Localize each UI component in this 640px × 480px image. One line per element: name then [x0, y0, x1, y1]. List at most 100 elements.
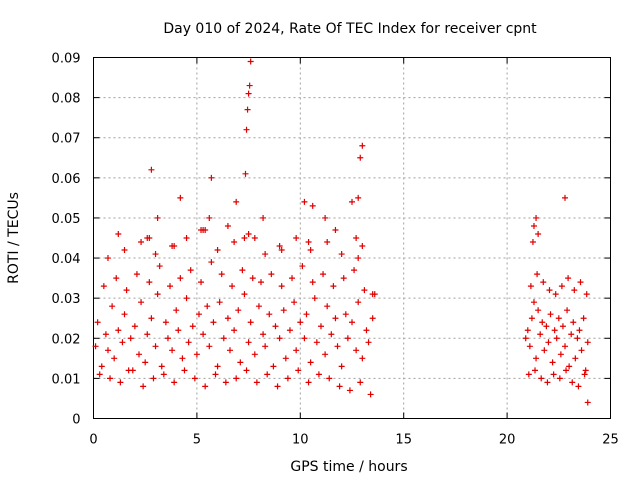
data-point [363, 327, 370, 334]
data-point [191, 375, 198, 382]
data-point [208, 259, 215, 266]
y-axis-tick-labels: 0 0.01 0.02 0.03 0.04 0.05 0.06 0.07 0.08 0.09 [52, 52, 81, 428]
data-point [245, 230, 252, 237]
data-point [353, 347, 360, 354]
data-point [113, 275, 120, 282]
data-point [324, 303, 331, 310]
data-point [562, 194, 569, 201]
data-point [361, 287, 368, 294]
data-point [291, 299, 298, 306]
data-point [154, 214, 161, 221]
data-point [355, 299, 362, 306]
data-point [286, 327, 293, 334]
data-point [121, 311, 128, 318]
y-tick-label: 0.09 [52, 52, 81, 67]
data-point [135, 351, 142, 358]
data-point [332, 226, 339, 233]
data-point [328, 331, 335, 338]
x-tick-label: 25 [602, 433, 619, 448]
data-point [100, 283, 107, 290]
data-point [568, 331, 575, 338]
data-point [556, 375, 563, 382]
data-point [289, 275, 296, 282]
data-point [534, 271, 541, 278]
data-point [324, 239, 331, 246]
data-point [231, 239, 238, 246]
data-point [550, 371, 557, 378]
data-point [104, 347, 111, 354]
data-point [357, 154, 364, 161]
data-point [543, 323, 550, 330]
data-point [576, 327, 583, 334]
data-point [574, 335, 581, 342]
axis-ticks [93, 57, 611, 419]
data-point [146, 235, 153, 241]
data-point [580, 315, 587, 322]
data-point [346, 387, 353, 394]
data-point [562, 343, 569, 350]
data-point [540, 279, 547, 286]
data-point [224, 315, 231, 322]
data-point [158, 363, 165, 370]
data-point [367, 391, 374, 398]
data-point [129, 367, 136, 374]
x-axis-label: GPS time / hours [290, 459, 407, 475]
data-point [303, 311, 310, 318]
y-tick-label: 0.08 [52, 92, 81, 107]
data-point [198, 279, 205, 286]
data-point [322, 351, 329, 358]
y-tick-label: 0.02 [52, 332, 81, 347]
data-point [226, 347, 233, 354]
data-point [558, 283, 565, 290]
data-point [293, 235, 300, 241]
y-tick-label: 0.03 [52, 292, 81, 307]
data-point [295, 367, 302, 374]
data-point [307, 247, 314, 254]
y-axis-label: ROTI / TECUs [6, 192, 22, 284]
data-point [539, 319, 546, 326]
data-point [214, 247, 221, 254]
data-point [359, 355, 366, 362]
data-point [245, 339, 252, 346]
data-point [154, 291, 161, 298]
data-point [177, 275, 184, 282]
data-point [293, 347, 300, 354]
data-point [200, 331, 207, 338]
data-point [115, 230, 122, 237]
data-point [313, 339, 320, 346]
data-point [253, 379, 260, 386]
x-tick-label: 10 [292, 433, 309, 448]
data-point [262, 343, 269, 350]
data-point [530, 222, 537, 229]
data-point [581, 371, 588, 378]
data-point [355, 255, 362, 262]
data-point [557, 351, 564, 358]
data-point [187, 267, 194, 274]
data-point [305, 239, 312, 246]
data-point [206, 214, 213, 221]
data-point [330, 283, 337, 290]
data-point [233, 198, 240, 205]
data-point [320, 271, 327, 278]
data-point [533, 214, 540, 221]
data-point [119, 339, 126, 346]
data-point [340, 275, 347, 282]
data-point [528, 315, 535, 322]
data-point [572, 355, 579, 362]
data-point [107, 375, 114, 382]
data-point [202, 383, 209, 390]
series-roti [92, 58, 591, 406]
data-point [177, 194, 184, 201]
data-point [522, 335, 529, 342]
data-point [260, 214, 267, 221]
data-point [266, 311, 273, 318]
data-point [342, 311, 349, 318]
data-point [563, 367, 570, 374]
data-point [264, 371, 271, 378]
data-point [564, 307, 571, 314]
data-point [349, 198, 355, 205]
data-point [311, 295, 318, 302]
data-point [156, 263, 163, 270]
data-point [169, 347, 176, 354]
data-points [92, 58, 591, 406]
